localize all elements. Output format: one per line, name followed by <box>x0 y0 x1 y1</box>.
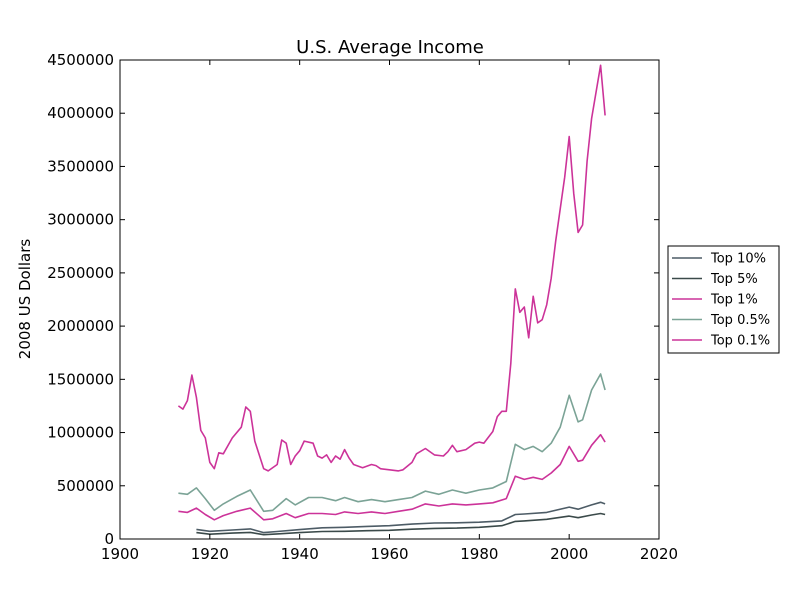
y-tick-label-1: 500000 <box>57 477 114 495</box>
x-tick-label-6: 2020 <box>640 545 678 563</box>
legend-label-4: Top 0.1% <box>710 334 770 349</box>
legend-label-0: Top 10% <box>710 252 766 267</box>
y-tick-label-7: 3500000 <box>47 157 114 175</box>
x-tick-label-2: 1940 <box>281 545 319 563</box>
series-line-0 <box>196 501 606 534</box>
y-tick-label-9: 4500000 <box>47 51 114 69</box>
y-tick-label-4: 2000000 <box>47 317 114 335</box>
x-tick-label-4: 1980 <box>460 545 498 563</box>
series-line-1 <box>196 512 606 536</box>
legend-label-3: Top 0.5% <box>710 313 770 328</box>
y-axis-title: 2008 US Dollars <box>16 239 34 360</box>
series-line-2 <box>178 433 606 521</box>
series-line-3 <box>178 373 606 513</box>
x-tick-label-0: 1900 <box>101 545 139 563</box>
x-tick-label-1: 1920 <box>191 545 229 563</box>
x-tick-label-5: 2000 <box>550 545 588 563</box>
y-tick-label-6: 3000000 <box>47 211 114 229</box>
y-tick-label-2: 1000000 <box>47 424 114 442</box>
y-tick-label-5: 2500000 <box>47 264 114 282</box>
series-layer <box>177 64 606 536</box>
legend-label-1: Top 5% <box>710 272 758 287</box>
series-line-4 <box>177 64 606 472</box>
y-tick-label-0: 0 <box>104 530 114 548</box>
y-tick-label-8: 4000000 <box>47 104 114 122</box>
y-tick-label-3: 1500000 <box>47 370 114 388</box>
axis-ticks: 1900 1920 1940 1960 1980 2000 2020 0 500000 10000… <box>47 51 678 563</box>
legend-label-2: Top 1% <box>710 293 758 308</box>
x-tick-label-3: 1960 <box>370 545 408 563</box>
legend: Top 10% Top 5% Top 1% Top 0.5% Top 0.1% <box>667 245 780 354</box>
chart-title: U.S. Average Income <box>296 37 484 58</box>
